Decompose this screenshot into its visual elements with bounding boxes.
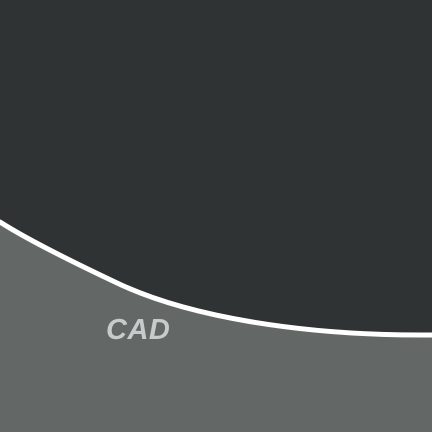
dark-panel <box>0 0 432 336</box>
curve-divider <box>0 219 432 338</box>
cad-label: CAD <box>106 314 171 346</box>
